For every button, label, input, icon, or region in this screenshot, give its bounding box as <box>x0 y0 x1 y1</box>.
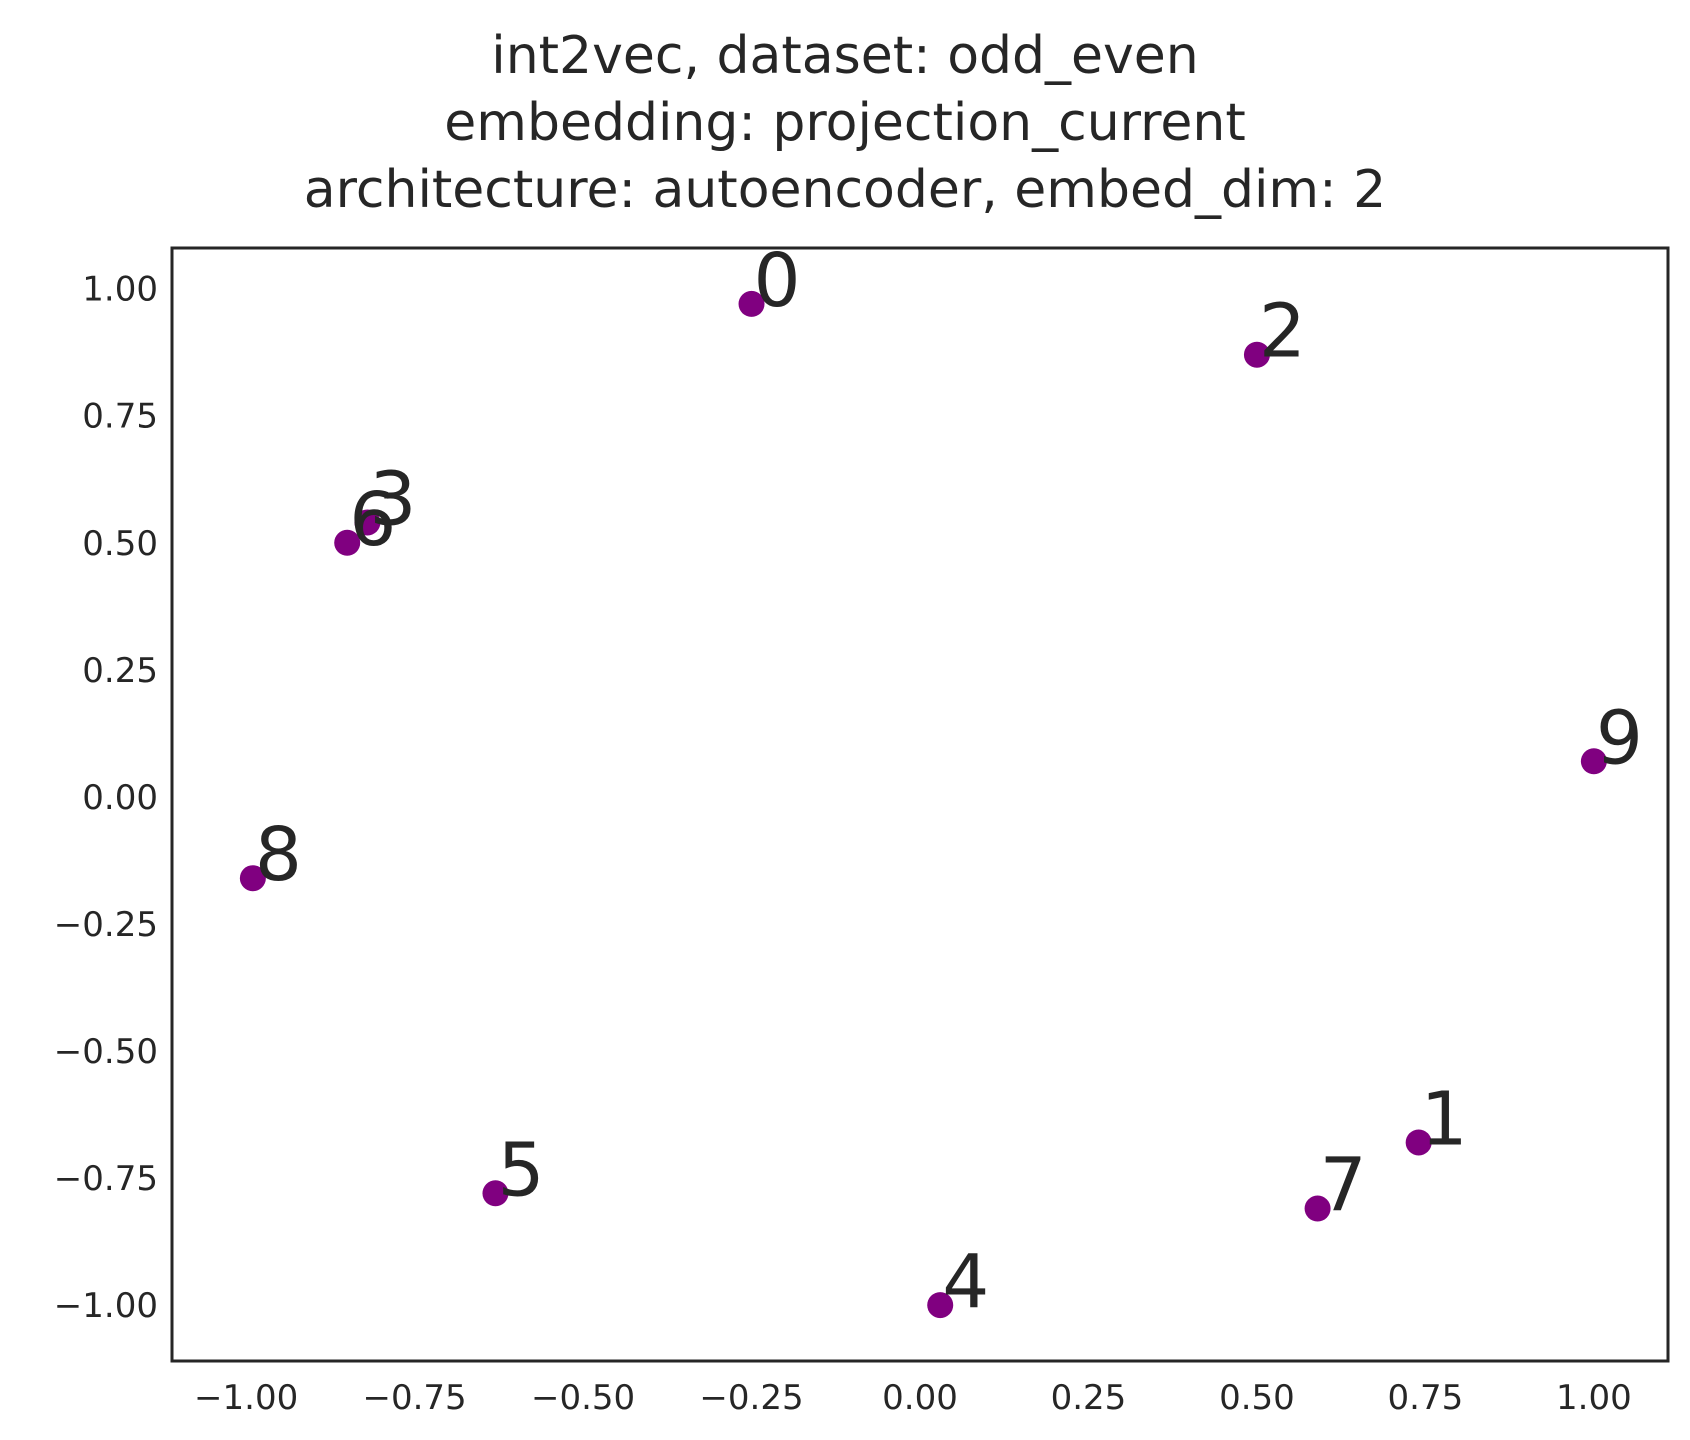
y-tick-label: 0.25 <box>82 651 158 691</box>
y-tick-label: −0.50 <box>54 1032 158 1072</box>
point-label-7: 7 <box>1320 1143 1367 1229</box>
data-point-2 <box>1243 341 1270 368</box>
data-point-1 <box>1405 1129 1432 1156</box>
x-tick-label: −0.50 <box>531 1378 635 1418</box>
data-point-8 <box>239 865 266 892</box>
point-label-6: 6 <box>349 477 396 563</box>
plot-marks: 0 1 2 3 4 5 6 7 8 9 <box>239 238 1643 1325</box>
point-label-3: 3 <box>369 456 416 542</box>
data-point-6 <box>334 529 361 556</box>
data-point-4 <box>927 1292 954 1319</box>
x-tick-label: −1.00 <box>194 1378 298 1418</box>
y-tick-label: 0.75 <box>82 397 158 437</box>
x-tick-label: 0.00 <box>882 1378 958 1418</box>
plot-frame <box>170 246 1670 1363</box>
y-tick-label: −1.00 <box>54 1286 158 1326</box>
x-tick-label: 0.50 <box>1219 1378 1295 1418</box>
data-point-5 <box>482 1180 509 1207</box>
x-tick-label: 0.75 <box>1388 1378 1464 1418</box>
x-tick-label: −0.25 <box>699 1378 803 1418</box>
data-point-9 <box>1580 748 1607 775</box>
chart-title-line-2: embedding: projection_current <box>444 93 1246 153</box>
point-label-9: 9 <box>1596 695 1643 781</box>
axis-ticks: −1.00 −0.75 −0.50 −0.25 0.00 0.25 0.50 0.75 1.00… <box>54 270 1632 1418</box>
y-tick-label: 0.50 <box>82 524 158 564</box>
chart-title-line-3: architecture: autoencoder, embed_dim: 2 <box>303 160 1387 220</box>
point-label-5: 5 <box>497 1127 544 1213</box>
chart-title-line-1: int2vec, dataset: odd_even <box>491 26 1199 86</box>
y-tick-label: 1.00 <box>82 270 158 310</box>
point-label-8: 8 <box>255 812 302 898</box>
point-label-1: 1 <box>1421 1076 1468 1162</box>
y-tick-label: −0.75 <box>54 1159 158 1199</box>
y-tick-label: 0.00 <box>82 778 158 818</box>
y-tick-label: −0.25 <box>54 905 158 945</box>
data-point-3 <box>354 509 381 536</box>
x-tick-label: −0.75 <box>362 1378 466 1418</box>
point-label-2: 2 <box>1259 289 1306 375</box>
data-point-7 <box>1304 1195 1331 1222</box>
data-point-0 <box>738 290 765 317</box>
point-label-4: 4 <box>942 1239 989 1325</box>
x-tick-label: 0.25 <box>1051 1378 1127 1418</box>
point-label-0: 0 <box>754 238 801 324</box>
x-tick-label: 1.00 <box>1556 1378 1632 1418</box>
